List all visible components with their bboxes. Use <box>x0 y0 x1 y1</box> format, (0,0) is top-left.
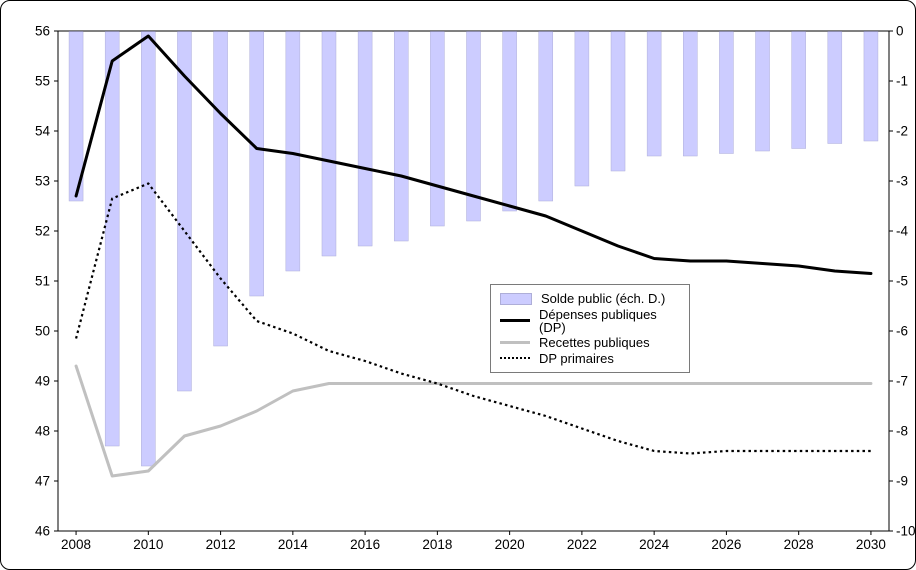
bar-2009 <box>104 31 120 447</box>
left-axis-tick-label: 49 <box>35 374 50 389</box>
bar-2014 <box>285 31 301 272</box>
bar-2027 <box>755 31 770 152</box>
bar-2017 <box>393 31 409 242</box>
chart-legend: Solde public (éch. D.) Dépenses publique… <box>490 284 690 373</box>
line-recettes-publiques <box>74 364 873 478</box>
bar-swatch-icon <box>500 292 532 305</box>
right-axis-tick-label: -2 <box>896 124 908 139</box>
legend-label-solde-public: Solde public (éch. D.) <box>541 291 666 306</box>
left-axis-tick-label: 50 <box>35 324 50 339</box>
x-axis-tick-label: 2018 <box>422 537 452 552</box>
left-axis-tick-label: 54 <box>35 124 51 139</box>
right-axis-tick-label: -1 <box>896 74 908 89</box>
bar-2023 <box>610 31 626 172</box>
right-axis-tick-label: -7 <box>896 374 908 389</box>
bar-2008 <box>68 31 84 202</box>
bar-2024 <box>646 31 662 157</box>
line-dp-primaires <box>75 182 871 455</box>
bar-2026 <box>719 31 734 154</box>
x-axis-tick-label: 2010 <box>133 537 163 552</box>
left-axis-tick-label: 55 <box>35 74 50 89</box>
bar-2020 <box>502 31 517 212</box>
line-depenses-publiques <box>74 34 873 275</box>
x-axis-tick-label: 2012 <box>206 537 236 552</box>
right-axis-tick-label: -8 <box>896 424 908 439</box>
x-axis-tick-label: 2024 <box>639 537 670 552</box>
left-axis-tick-label: 52 <box>35 224 50 239</box>
right-axis-tick-label: -9 <box>896 474 908 489</box>
x-axis-tick-label: 2028 <box>784 537 814 552</box>
legend-label-dp-primaires: DP primaires <box>539 350 614 366</box>
bar-2021 <box>538 31 554 202</box>
x-axis-tick-label: 2026 <box>711 537 741 552</box>
bar-2028 <box>791 31 806 149</box>
bar-2013 <box>249 31 264 297</box>
x-axis-tick-label: 2030 <box>856 537 886 552</box>
x-axis-tick-label: 2014 <box>278 537 309 552</box>
bar-2022 <box>574 31 590 187</box>
bar-2019 <box>466 31 481 222</box>
bar-2012 <box>213 31 228 347</box>
right-axis-tick-label: -3 <box>896 174 908 189</box>
bar-2010 <box>141 31 156 467</box>
x-axis-tick-label: 2022 <box>567 537 597 552</box>
legend-item-dp-primaires: DP primaires <box>500 352 680 365</box>
right-axis-tick-label: -10 <box>896 524 916 539</box>
bar-2016 <box>357 31 373 247</box>
legend-label-depenses-publiques: Dépenses publiques (DP) <box>539 306 657 335</box>
left-axis-tick-label: 56 <box>35 24 50 39</box>
x-axis-tick-label: 2016 <box>350 537 380 552</box>
right-axis-tick-label: -5 <box>896 274 908 289</box>
bar-2015 <box>321 31 337 257</box>
legend-item-depenses-publiques: Dépenses publiques (DP) <box>500 308 680 334</box>
bar-2011 <box>177 31 192 392</box>
left-axis-tick-label: 48 <box>35 424 50 439</box>
left-axis-tick-label: 53 <box>35 174 50 189</box>
solid-gray-line-swatch-icon <box>500 341 530 345</box>
right-axis-tick-label: -6 <box>896 324 908 339</box>
legend-label-recettes-publiques: Recettes publiques <box>539 335 650 351</box>
bar-2018 <box>430 31 445 227</box>
solid-black-line-swatch-icon <box>500 319 530 323</box>
legend-item-solde-public: Solde public (éch. D.) <box>500 292 680 305</box>
left-axis-tick-label: 46 <box>35 524 50 539</box>
dotted-line-swatch-icon <box>500 357 530 360</box>
bar-2025 <box>683 31 698 157</box>
right-axis-tick-label: 0 <box>896 24 904 39</box>
right-axis-tick-label: -4 <box>896 224 908 239</box>
bar-2030 <box>863 31 879 142</box>
x-axis-tick-label: 2008 <box>61 537 91 552</box>
left-axis-tick-label: 47 <box>35 474 50 489</box>
left-axis-tick-label: 51 <box>35 274 50 289</box>
x-axis-tick-label: 2020 <box>495 537 525 552</box>
bar-2029 <box>827 31 843 144</box>
legend-item-recettes-publiques: Recettes publiques <box>500 336 680 349</box>
